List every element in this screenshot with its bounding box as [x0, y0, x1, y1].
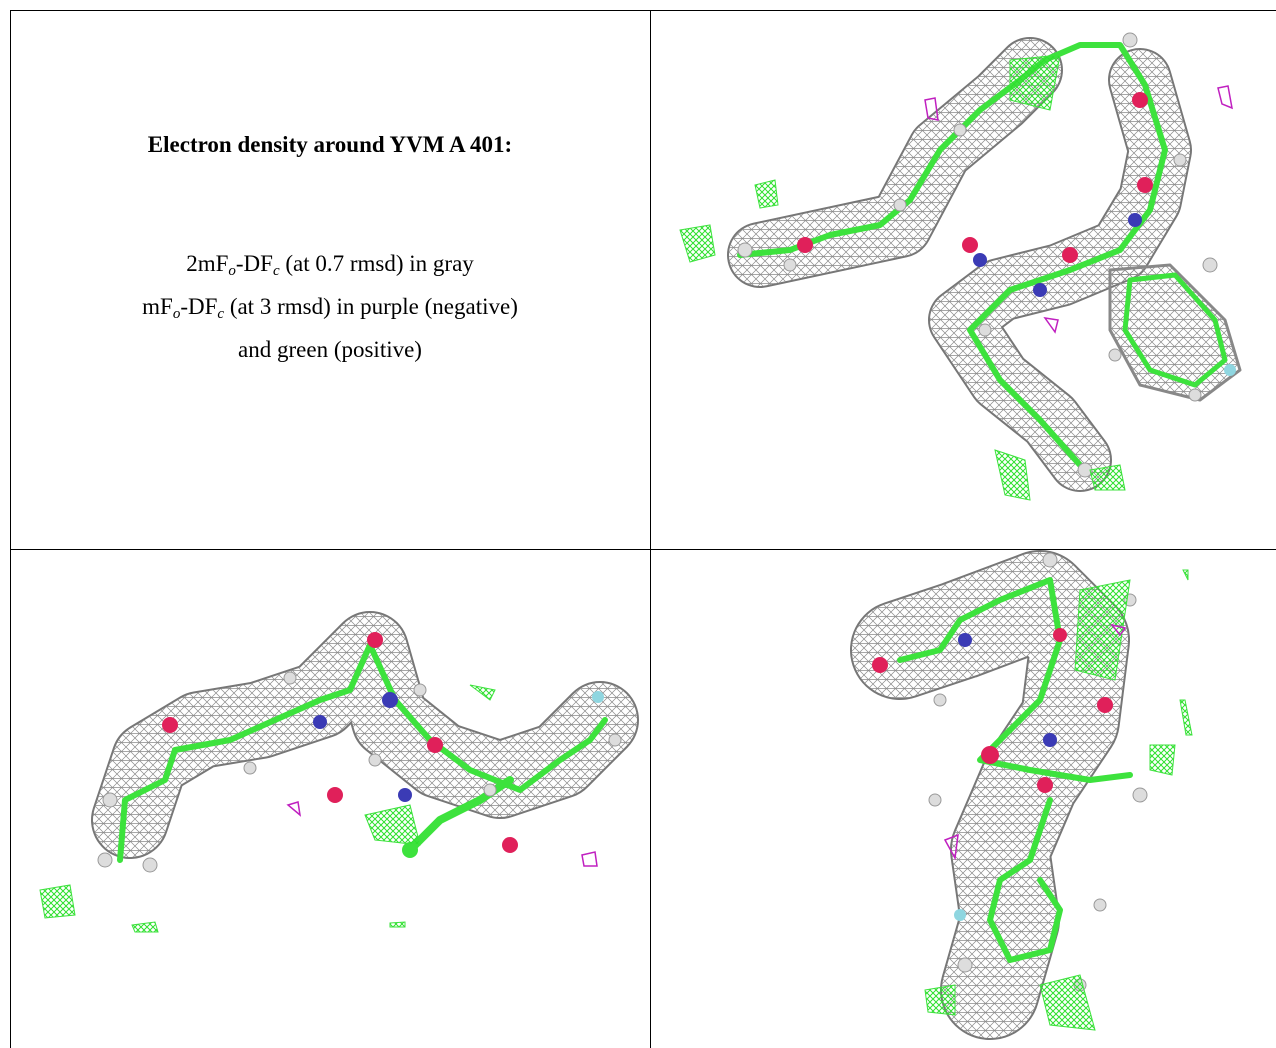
legend-line: and green (positive) — [10, 332, 650, 368]
legend-text: (at 0.7 rmsd) in gray — [279, 251, 474, 276]
legend-text: mF — [142, 294, 173, 319]
cell-legend: 2mFo-DFc (at 0.7 rmsd) in gray mFo-DFc (a… — [10, 246, 650, 368]
legend-line: 2mFo-DFc (at 0.7 rmsd) in gray — [10, 246, 650, 289]
cell-title: Electron density around YVM A 401: — [147, 132, 513, 157]
legend-text: and green (positive) — [238, 337, 422, 362]
legend-text: (at 3 rmsd) in purple (negative) — [224, 294, 518, 319]
legend-text: -DF — [235, 251, 273, 276]
legend-text: -DF — [180, 294, 218, 319]
density-view-1 — [679, 32, 1242, 501]
subscript: c — [217, 306, 225, 322]
table-borders — [10, 10, 1276, 1048]
density-view-3 — [850, 550, 1193, 1040]
legend-line: mFo-DFc (at 3 rmsd) in purple (negative) — [10, 289, 650, 332]
subscript: o — [172, 306, 181, 322]
legend-text: 2mF — [186, 251, 229, 276]
subscript: o — [228, 263, 236, 279]
subscript: c — [272, 263, 280, 279]
density-view-2 — [39, 611, 639, 933]
